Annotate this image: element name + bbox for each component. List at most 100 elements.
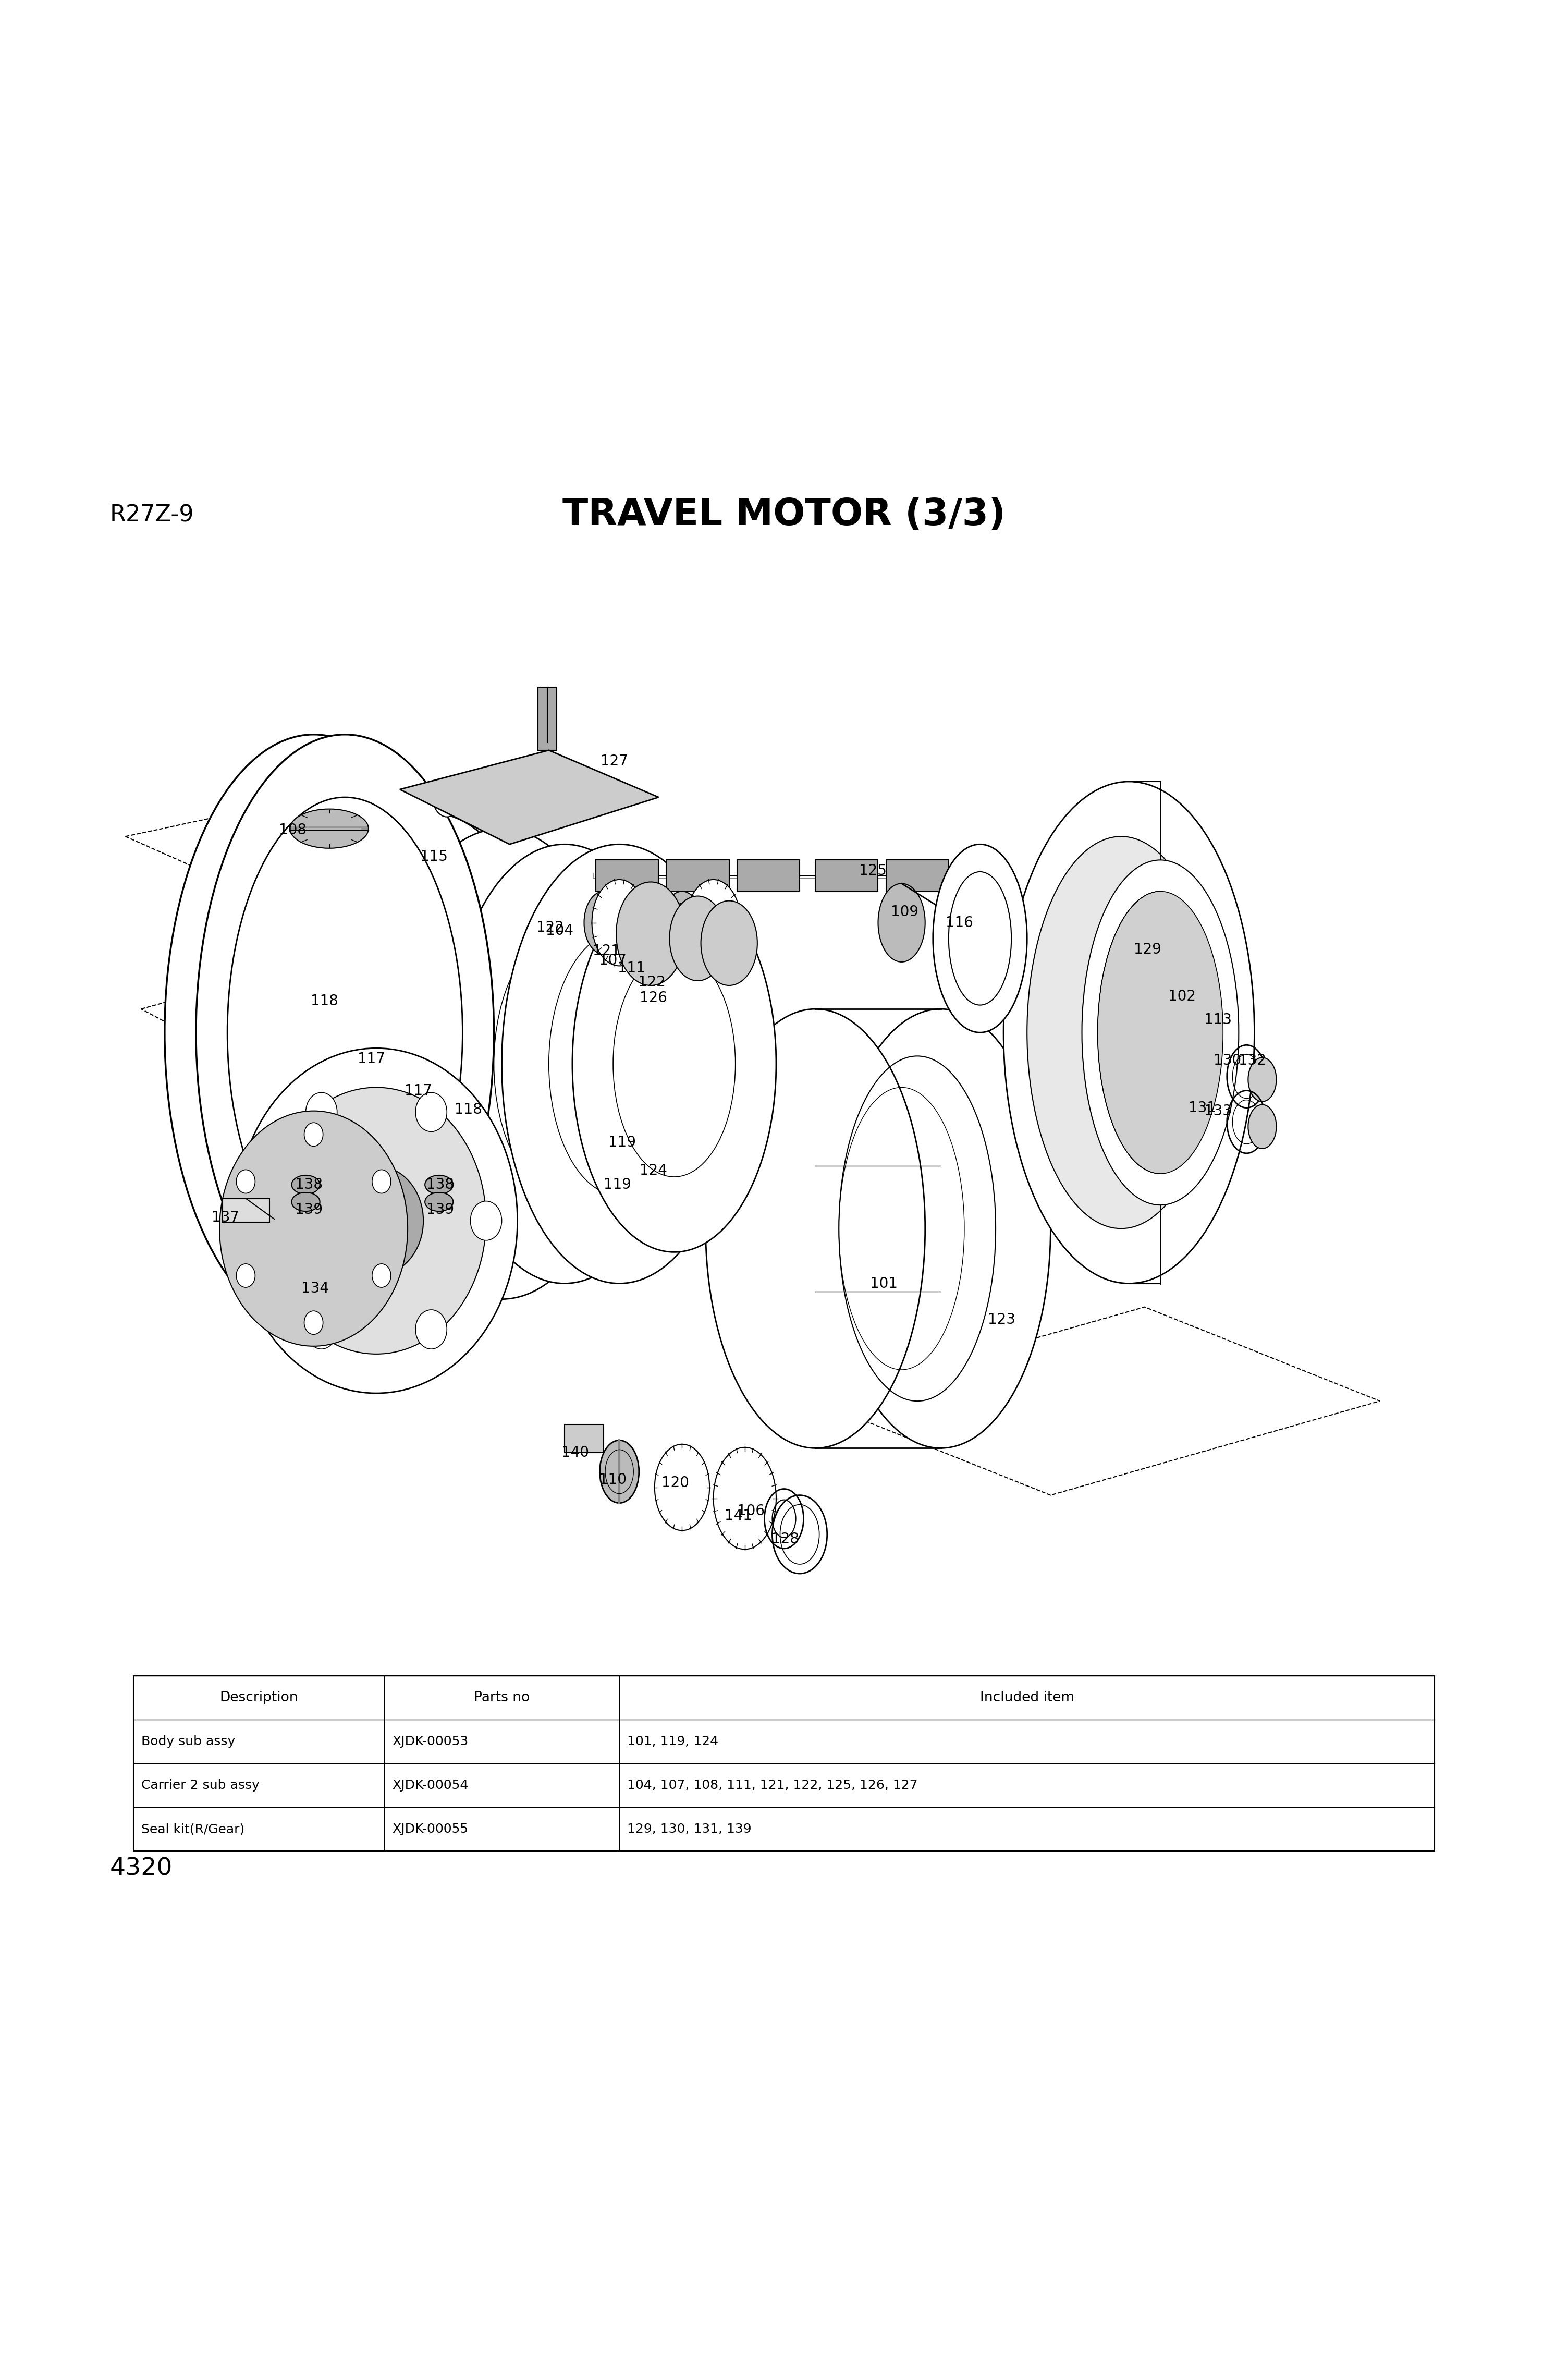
Text: 118: 118 [310, 995, 339, 1009]
Text: 109: 109 [891, 905, 919, 919]
Ellipse shape [502, 844, 737, 1283]
Ellipse shape [572, 877, 776, 1252]
Bar [538, 688, 557, 749]
Text: 124: 124 [640, 1163, 668, 1177]
Bar [133, 1675, 1435, 1850]
Text: Description: Description [220, 1690, 298, 1704]
Text: 120: 120 [662, 1475, 690, 1491]
Ellipse shape [304, 1122, 323, 1146]
Bar [666, 860, 729, 891]
Ellipse shape [713, 1449, 776, 1550]
Text: 107: 107 [599, 952, 627, 969]
Ellipse shape [196, 735, 494, 1330]
Ellipse shape [583, 891, 622, 955]
Ellipse shape [306, 813, 557, 1314]
Ellipse shape [663, 891, 701, 955]
Text: 118: 118 [455, 1101, 483, 1118]
Ellipse shape [1027, 837, 1215, 1229]
Text: 117: 117 [358, 1052, 386, 1066]
Text: 102: 102 [1168, 990, 1196, 1004]
Text: 139: 139 [295, 1203, 323, 1217]
Ellipse shape [372, 1170, 390, 1193]
Text: 119: 119 [604, 1177, 632, 1191]
Ellipse shape [196, 796, 431, 1269]
Ellipse shape [165, 735, 463, 1330]
Ellipse shape [1248, 1104, 1276, 1148]
Text: 140: 140 [561, 1446, 590, 1460]
Text: Included item: Included item [980, 1690, 1074, 1704]
Ellipse shape [290, 808, 368, 848]
Text: 123: 123 [988, 1311, 1016, 1326]
Text: 137: 137 [212, 1210, 240, 1224]
Text: 128: 128 [771, 1531, 800, 1545]
Text: R27Z-9: R27Z-9 [110, 503, 194, 527]
Ellipse shape [376, 829, 627, 1300]
Ellipse shape [944, 922, 985, 985]
Ellipse shape [1082, 860, 1239, 1205]
Ellipse shape [292, 1193, 320, 1212]
Text: 121: 121 [593, 943, 621, 959]
Ellipse shape [706, 1009, 925, 1449]
Ellipse shape [227, 796, 463, 1269]
Ellipse shape [425, 1174, 453, 1193]
Text: 129, 130, 131, 139: 129, 130, 131, 139 [627, 1822, 751, 1836]
Text: 138: 138 [295, 1177, 323, 1191]
Text: 126: 126 [640, 990, 668, 1004]
Ellipse shape [624, 891, 662, 955]
Ellipse shape [235, 1049, 517, 1394]
Text: 4320: 4320 [110, 1857, 172, 1881]
Ellipse shape [237, 1170, 256, 1193]
Ellipse shape [616, 881, 685, 985]
Ellipse shape [306, 1309, 337, 1349]
Bar [737, 860, 800, 891]
Bar [815, 860, 878, 891]
Text: 131: 131 [1189, 1101, 1217, 1115]
Text: 106: 106 [737, 1503, 765, 1517]
Text: 122: 122 [536, 919, 564, 936]
Text: 101: 101 [870, 1276, 898, 1290]
Text: XJDK-00053: XJDK-00053 [392, 1734, 469, 1749]
Ellipse shape [593, 879, 648, 966]
Ellipse shape [259, 813, 510, 1314]
Ellipse shape [292, 1174, 320, 1193]
Text: 133: 133 [1204, 1104, 1232, 1118]
Polygon shape [400, 749, 659, 844]
Bar [564, 1425, 604, 1453]
Text: 104: 104 [546, 924, 574, 938]
Text: 138: 138 [426, 1177, 455, 1191]
Ellipse shape [251, 1200, 282, 1241]
Text: TRAVEL MOTOR (3/3): TRAVEL MOTOR (3/3) [563, 496, 1005, 534]
Text: 134: 134 [301, 1281, 329, 1295]
Text: 130: 130 [1214, 1054, 1242, 1068]
Text: 127: 127 [601, 754, 629, 768]
Ellipse shape [425, 1193, 453, 1212]
Text: XJDK-00055: XJDK-00055 [392, 1822, 469, 1836]
Text: 119: 119 [608, 1134, 637, 1148]
Text: 141: 141 [724, 1508, 753, 1522]
Text: Seal kit(R/Gear): Seal kit(R/Gear) [141, 1822, 245, 1836]
Ellipse shape [670, 896, 726, 981]
Text: XJDK-00054: XJDK-00054 [392, 1779, 469, 1791]
Text: 113: 113 [1204, 1014, 1232, 1028]
Ellipse shape [416, 1092, 447, 1132]
Ellipse shape [655, 1444, 709, 1531]
Text: Parts no: Parts no [474, 1690, 530, 1704]
Ellipse shape [701, 900, 757, 985]
Ellipse shape [687, 879, 742, 966]
Text: 129: 129 [1134, 943, 1162, 957]
Text: 125: 125 [859, 862, 887, 879]
Bar [596, 860, 659, 891]
Ellipse shape [933, 844, 1027, 1033]
Ellipse shape [329, 1165, 423, 1276]
Text: 110: 110 [599, 1472, 627, 1486]
Ellipse shape [237, 1264, 256, 1288]
Text: 101, 119, 124: 101, 119, 124 [627, 1734, 718, 1749]
Text: 104, 107, 108, 111, 121, 122, 125, 126, 127: 104, 107, 108, 111, 121, 122, 125, 126, … [627, 1779, 917, 1791]
Ellipse shape [550, 761, 579, 801]
Ellipse shape [1098, 891, 1223, 1174]
Text: 115: 115 [420, 851, 448, 865]
Text: Body sub assy: Body sub assy [141, 1734, 235, 1749]
Text: 117: 117 [405, 1082, 433, 1099]
Ellipse shape [220, 1111, 408, 1347]
Bar [223, 1198, 270, 1222]
